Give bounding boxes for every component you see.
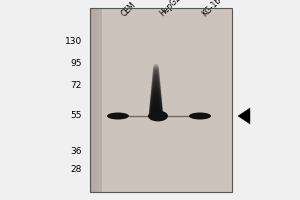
Text: 28: 28 [70,166,82,174]
Bar [90,8,102,192]
Ellipse shape [148,111,168,121]
Ellipse shape [107,112,129,119]
Ellipse shape [152,73,160,81]
Bar [102,8,232,192]
Bar [96,8,97,192]
Ellipse shape [150,96,162,104]
Bar [92,8,93,192]
Bar [97,8,98,192]
Ellipse shape [189,112,211,119]
Bar [90,8,91,192]
Ellipse shape [152,71,160,79]
Ellipse shape [153,69,159,77]
Ellipse shape [149,108,163,116]
Ellipse shape [151,85,161,93]
Text: 130: 130 [65,38,82,46]
Ellipse shape [151,92,161,100]
Ellipse shape [150,99,162,107]
Ellipse shape [153,66,159,74]
Text: 55: 55 [70,112,82,120]
Ellipse shape [152,76,160,84]
Text: KG-1b: KG-1b [200,0,223,18]
Ellipse shape [152,78,160,86]
Bar [94,8,95,192]
Ellipse shape [151,87,161,95]
Text: HepG2: HepG2 [158,0,183,18]
Text: 72: 72 [70,82,82,90]
Bar [90,8,232,192]
Polygon shape [238,108,250,124]
Bar [93,8,94,192]
Ellipse shape [150,94,162,102]
Text: 36: 36 [70,148,82,156]
Ellipse shape [150,101,162,109]
Ellipse shape [151,89,161,97]
Bar [95,8,96,192]
Bar [91,8,92,192]
Ellipse shape [153,64,159,72]
Text: CEM: CEM [120,0,138,18]
Ellipse shape [151,83,161,91]
Ellipse shape [152,80,160,88]
Ellipse shape [149,103,163,111]
Ellipse shape [149,106,163,114]
Text: 95: 95 [70,60,82,68]
